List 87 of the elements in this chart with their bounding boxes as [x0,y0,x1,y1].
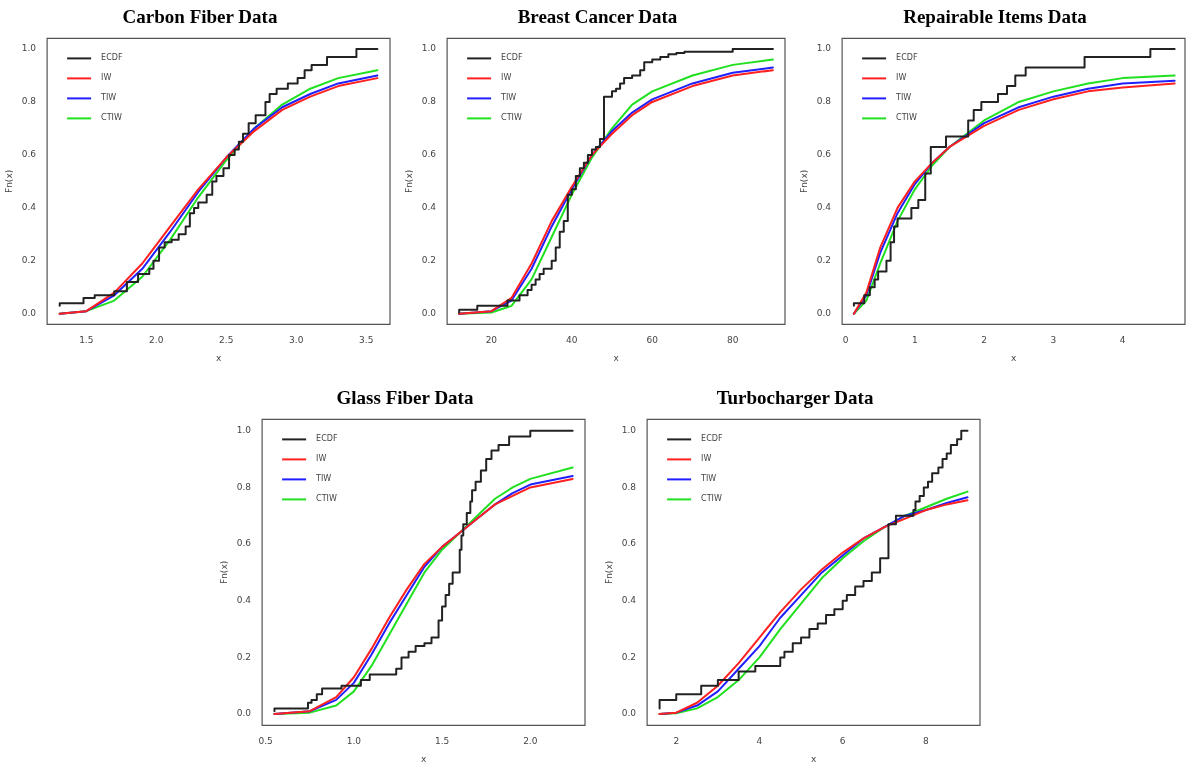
legend-label: IW [501,73,512,83]
x-tick-label: 2.5 [219,335,234,346]
x-axis-title: x [420,753,427,764]
x-tick-label: 2 [673,736,680,747]
legend-label: TIW [895,93,912,103]
y-tick-label: 0.2 [236,651,252,662]
y-tick-label: 0.0 [421,308,437,319]
y-tick-label: 0.2 [816,255,832,266]
y-tick-label: 0.0 [21,308,37,319]
y-tick-label: 0.2 [421,255,437,266]
x-tick-label: 2.0 [523,736,538,747]
y-axis-title: Fn(x) [403,169,414,194]
chart-title: Breast Cancer Data [516,5,679,29]
y-axis-title: Fn(x) [218,560,229,585]
x-tick-label: 1.5 [79,335,94,346]
x-tick-label: 2.0 [149,335,164,346]
x-tick-label: 8 [923,736,930,747]
x-tick-label: 0 [842,335,849,346]
x-tick-label: 4 [1119,335,1126,346]
x-tick-label: 1.5 [434,736,450,747]
y-tick-label: 1.0 [816,43,832,54]
y-axis-title: Fn(x) [3,169,14,194]
y-tick-label: 0.4 [236,595,252,606]
x-tick-label: 60 [646,335,659,346]
y-axis-title: Fn(x) [798,169,809,194]
y-tick-label: 0.0 [816,308,832,319]
legend-label: ECDF [501,53,523,63]
y-tick-label: 0.8 [421,96,437,107]
chart-title: Glass Fiber Data [335,386,475,410]
y-tick-label: 0.4 [621,595,637,606]
y-tick-label: 0.8 [621,481,637,492]
legend-label: IW [101,73,112,83]
x-tick-label: 40 [566,335,578,346]
legend-label: IW [701,454,712,464]
y-tick-label: 0.0 [621,708,637,719]
y-tick-label: 0.4 [421,202,437,213]
y-axis-title: Fn(x) [603,560,614,585]
x-tick-label: 3 [1050,335,1057,346]
legend-label: TIW [700,474,717,484]
y-tick-label: 1.0 [621,425,637,436]
y-tick-label: 0.6 [421,149,437,160]
y-tick-label: 0.6 [816,149,832,160]
legend-label: CTIW [316,494,337,504]
legend-label: ECDF [101,53,123,63]
y-tick-label: 0.2 [21,255,37,266]
legend-label: TIW [100,93,117,103]
legend-label: CTIW [501,113,522,123]
y-tick-label: 1.0 [21,43,37,54]
x-axis-title: x [613,352,620,363]
legend-label: IW [316,454,327,464]
x-tick-label: 3.5 [359,335,374,346]
y-tick-label: 0.6 [236,538,252,549]
x-tick-label: 1.0 [346,736,362,747]
legend-label: ECDF [316,434,338,444]
y-tick-label: 0.4 [21,202,37,213]
y-tick-label: 0.8 [236,481,252,492]
chart-title: Turbocharger Data [715,386,875,410]
chart-title: Carbon Fiber Data [121,5,279,29]
legend-label: CTIW [701,494,722,504]
legend-label: ECDF [701,434,723,444]
x-axis-title: x [215,352,222,363]
y-tick-label: 0.0 [236,708,252,719]
legend-label: TIW [500,93,517,103]
legend-label: CTIW [896,113,917,123]
legend-label: IW [896,73,907,83]
y-tick-label: 0.2 [621,651,637,662]
x-tick-label: 20 [485,335,498,346]
legend-label: ECDF [896,53,918,63]
x-tick-label: 6 [839,736,846,747]
x-tick-label: 80 [726,335,739,346]
x-axis-title: x [810,753,817,764]
x-tick-label: 2 [981,335,987,346]
legend-label: TIW [315,474,332,484]
y-tick-label: 0.8 [816,96,832,107]
x-tick-label: 0.5 [258,736,273,747]
y-tick-label: 0.6 [621,538,637,549]
x-tick-label: 4 [756,736,763,747]
y-tick-label: 0.6 [21,149,37,160]
y-tick-label: 0.4 [816,202,832,213]
x-tick-label: 3.0 [289,335,304,346]
x-tick-label: 1 [911,335,918,346]
y-tick-label: 0.8 [21,96,37,107]
y-tick-label: 1.0 [236,425,252,436]
y-tick-label: 1.0 [421,43,437,54]
x-axis-title: x [1010,352,1017,363]
chart-title: Repairable Items Data [902,5,1088,29]
legend-label: CTIW [101,113,122,123]
